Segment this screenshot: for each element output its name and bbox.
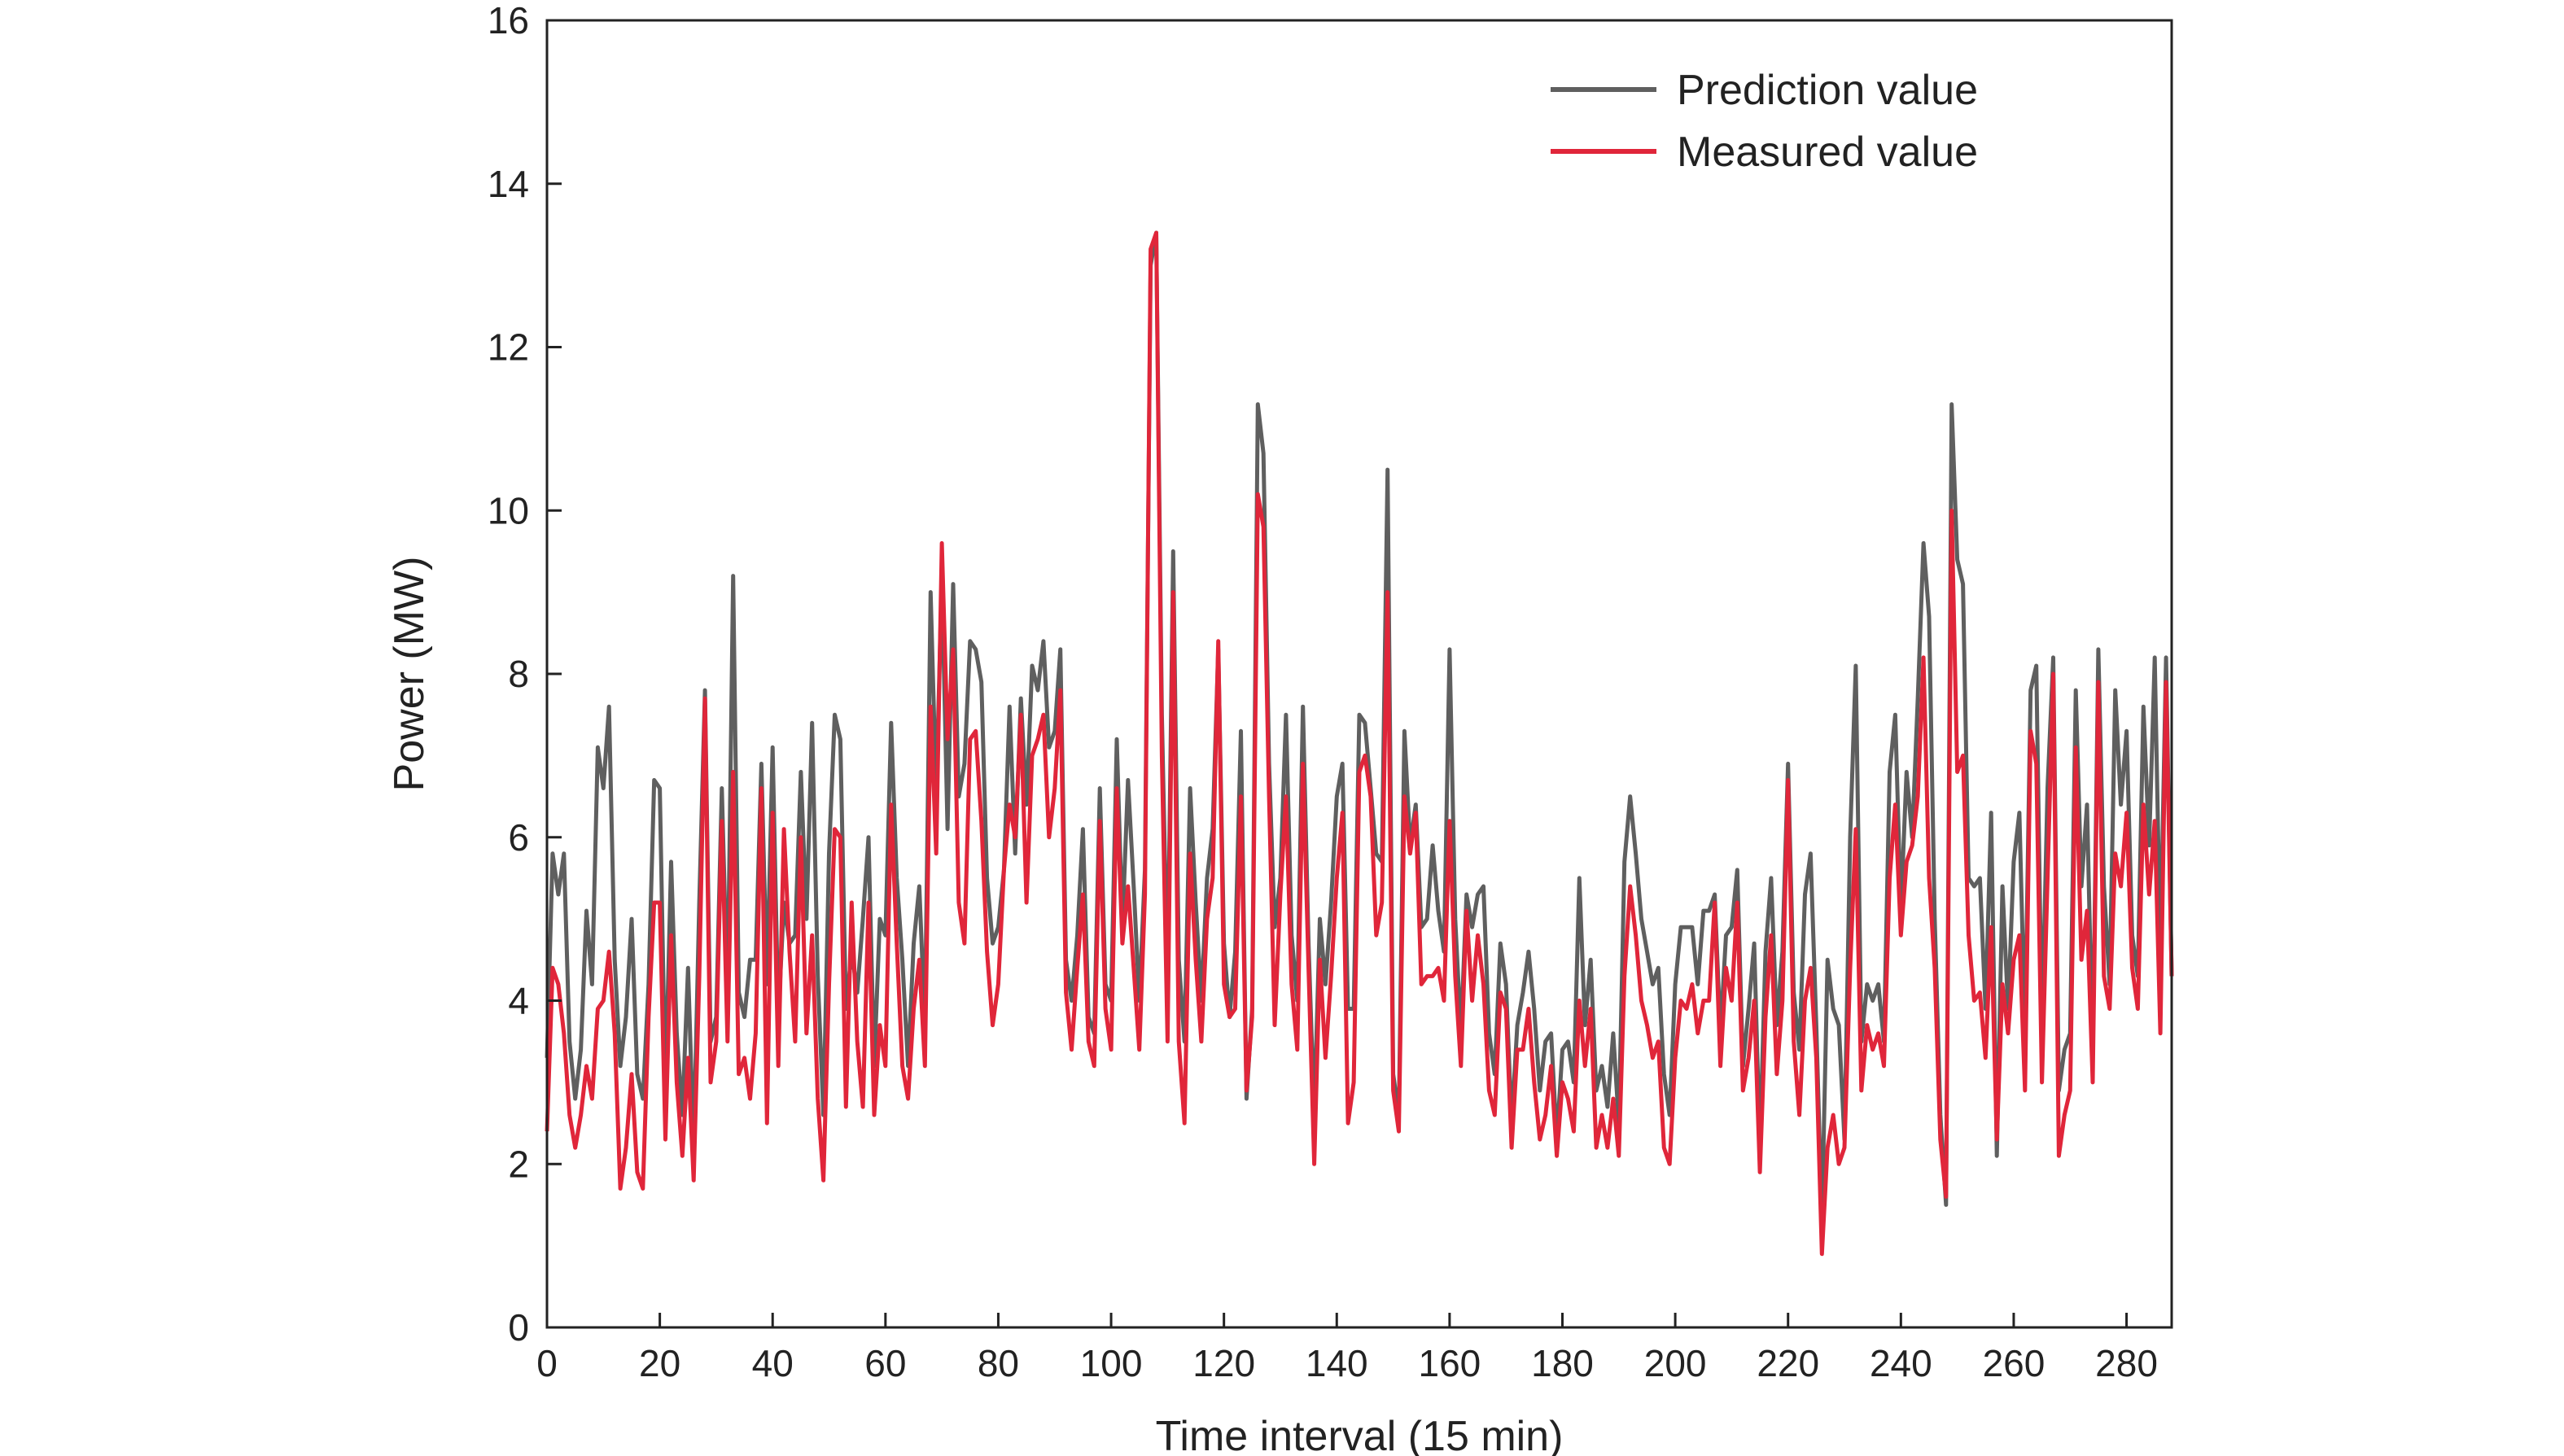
x-tick-label: 40 [752, 1342, 794, 1384]
y-tick-label: 14 [488, 163, 529, 205]
y-tick-label: 12 [488, 326, 529, 369]
y-axis: 0 2 4 6 8 10 12 14 16 [488, 0, 562, 1349]
x-tick-label: 280 [2095, 1342, 2158, 1384]
x-tick-label: 160 [1419, 1342, 1481, 1384]
x-tick-label: 120 [1192, 1342, 1255, 1384]
y-tick-label: 10 [488, 489, 529, 531]
y-axis-title: Power (MW) [386, 557, 433, 792]
y-tick-label: 0 [508, 1306, 529, 1349]
x-tick-label: 60 [864, 1342, 906, 1384]
legend-label-measured: Measured value [1677, 129, 1978, 176]
x-tick-label: 100 [1080, 1342, 1143, 1384]
series-layer [545, 230, 2174, 1257]
x-tick-label: 180 [1531, 1342, 1594, 1384]
x-tick-label: 200 [1644, 1342, 1707, 1384]
x-tick-label: 240 [1870, 1342, 1932, 1384]
x-tick-label: 0 [536, 1342, 558, 1384]
x-tick-label: 80 [978, 1342, 1019, 1384]
x-tick-label: 20 [639, 1342, 680, 1384]
x-tick-label: 260 [1983, 1342, 2046, 1384]
legend: Prediction value Measured value [1551, 67, 1978, 176]
x-axis-title: Time interval (15 min) [1156, 1413, 1564, 1456]
x-tick-label: 140 [1306, 1342, 1368, 1384]
series-line-measured [545, 230, 2174, 1257]
y-tick-label: 6 [508, 816, 529, 859]
y-tick-label: 4 [508, 980, 529, 1022]
y-tick-label: 8 [508, 653, 529, 695]
y-tick-label: 16 [488, 0, 529, 42]
y-tick-label: 2 [508, 1143, 529, 1185]
x-axis: 0 20 40 60 80 100 120 140 160 180 200 220 240 260 280 [536, 1313, 2158, 1384]
legend-label-prediction: Prediction value [1677, 67, 1978, 114]
x-tick-label: 220 [1757, 1342, 1819, 1384]
